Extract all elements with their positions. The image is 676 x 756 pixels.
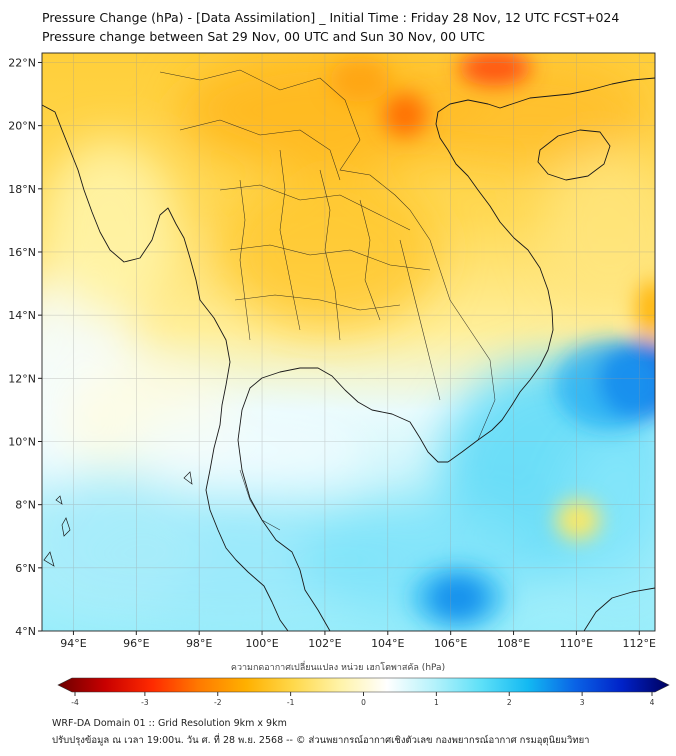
lon-tick-label: 98°E (186, 637, 212, 650)
lat-tick-label: 4°N (15, 625, 36, 638)
lat-tick-label: 14°N (8, 309, 36, 322)
province-borders (159, 69, 496, 531)
colorbar-tick-label: 2 (507, 698, 512, 707)
pressure-change-map: 94°E 96°E 98°E 100°E 102°E 104°E 106°E 108°E 110… (8, 52, 656, 650)
map-frame (41, 52, 656, 632)
colorbar-caption: ความกดอากาศเปลี่ยนแปลง หน่วย เฮกโตพาสคัล… (230, 663, 446, 673)
lat-tick-label: 12°N (8, 372, 36, 385)
coastlines (42, 77, 655, 631)
pressure-field (42, 53, 655, 631)
lat-tick-label: 8°N (15, 499, 36, 512)
map-gridlines (42, 53, 655, 631)
colorbar-tick-label: -3 (141, 698, 149, 707)
colorbar-tick-label: -4 (71, 698, 79, 707)
footer-model-info: WRF-DA Domain 01 :: Grid Resolution 9km … (52, 718, 287, 729)
lat-tick-label: 16°N (8, 246, 36, 259)
lon-tick-label: 106°E (434, 637, 467, 650)
lon-tick-label: 108°E (497, 637, 530, 650)
colorbar-tick-label: 0 (361, 698, 366, 707)
latitude-axis: 22°N 20°N 18°N 16°N 14°N 12°N 10°N 8°N 6°N 4°N (8, 56, 42, 638)
lat-tick-label: 20°N (8, 120, 36, 133)
colorbar-tick-label: 1 (434, 698, 439, 707)
lon-tick-label: 100°E (245, 637, 278, 650)
colorbar-tick-label: -2 (214, 698, 222, 707)
footer-update-info: ปรับปรุงข้อมูล ณ เวลา 19:00น. วัน ศ. ที่… (52, 735, 590, 746)
colorbar-ticks: -4 -3 -2 -1 0 1 2 3 4 (71, 692, 655, 707)
lat-tick-label: 22°N (8, 56, 36, 69)
colorbar-tick-label: -1 (287, 698, 295, 707)
map-title: Pressure Change (hPa) - [Data Assimilati… (42, 10, 620, 25)
lat-tick-label: 6°N (15, 562, 36, 575)
lon-tick-label: 112°E (623, 637, 656, 650)
lon-tick-label: 110°E (560, 637, 593, 650)
lon-tick-label: 94°E (60, 637, 86, 650)
islands (43, 471, 193, 567)
map-subtitle: Pressure change between Sat 29 Nov, 00 U… (42, 29, 485, 44)
lon-tick-label: 104°E (371, 637, 404, 650)
lat-tick-label: 10°N (8, 435, 36, 448)
lon-tick-label: 102°E (308, 637, 341, 650)
colorbar-tick-label: 4 (650, 698, 655, 707)
longitude-axis: 94°E 96°E 98°E 100°E 102°E 104°E 106°E 108°E 110… (60, 631, 656, 650)
colorbar-tick-label: 3 (580, 698, 585, 707)
lon-tick-label: 96°E (123, 637, 149, 650)
lat-tick-label: 18°N (8, 183, 36, 196)
